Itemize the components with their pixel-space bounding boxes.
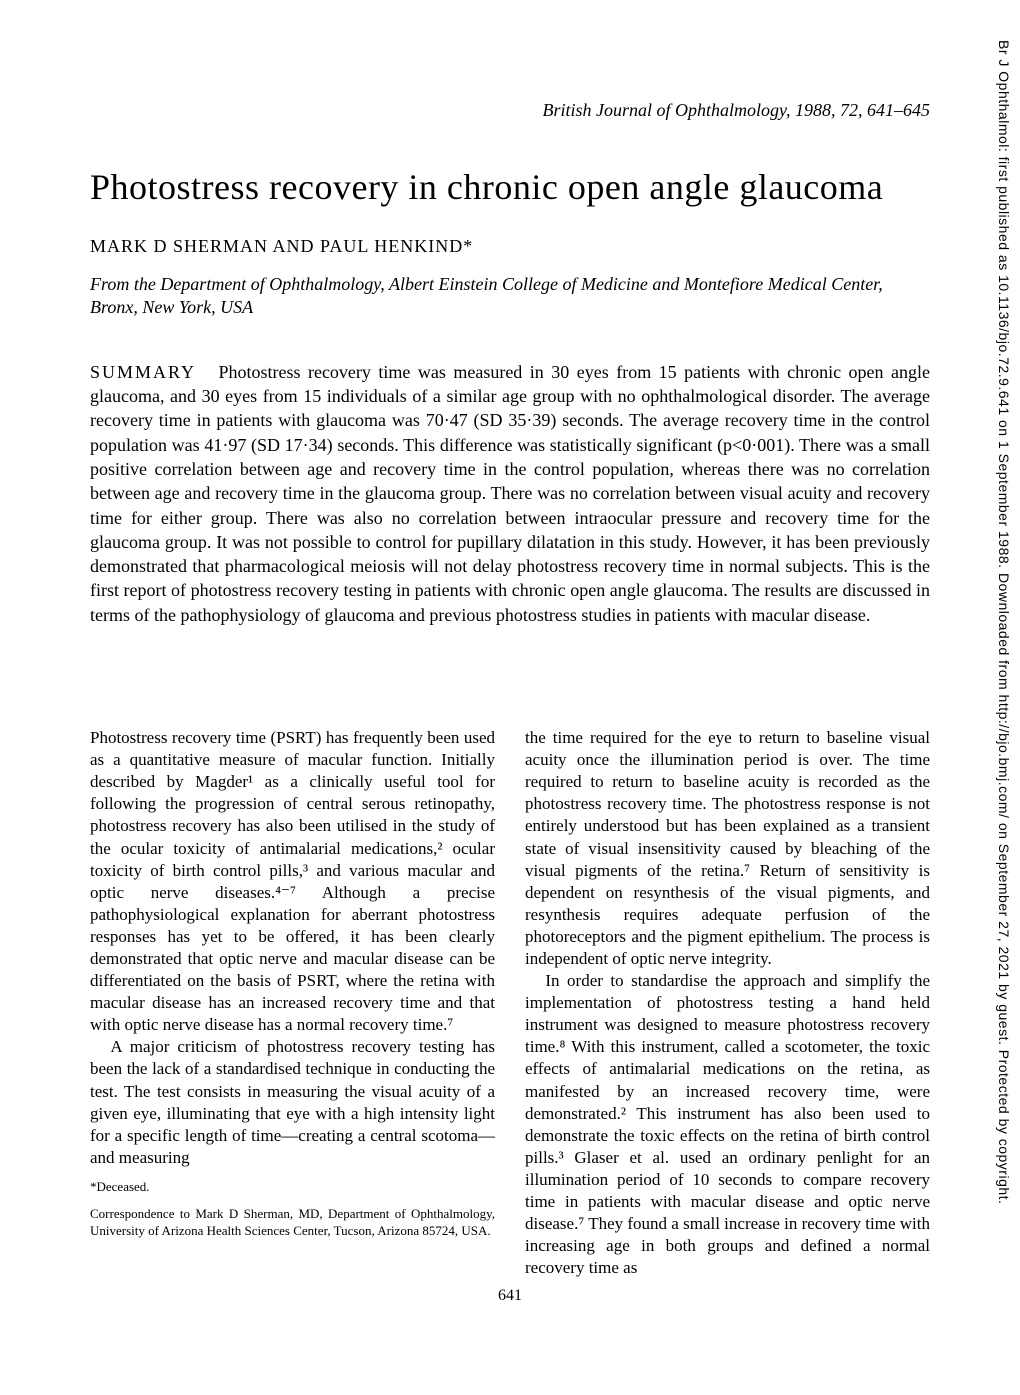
page-number: 641 xyxy=(90,1287,930,1305)
summary-block: SUMMARY Photostress recovery time was me… xyxy=(90,360,930,627)
summary-text: Photostress recovery time was measured i… xyxy=(90,362,930,625)
journal-reference: British Journal of Ophthalmology, 1988, … xyxy=(90,100,930,121)
article-title: Photostress recovery in chronic open ang… xyxy=(90,166,930,208)
left-column: Photostress recovery time (PSRT) has fre… xyxy=(90,727,495,1279)
col1-para2: A major criticism of photostress recover… xyxy=(90,1036,495,1169)
summary-label: SUMMARY xyxy=(90,362,196,382)
authors: MARK D SHERMAN AND PAUL HENKIND* xyxy=(90,236,930,257)
affiliation: From the Department of Ophthalmology, Al… xyxy=(90,273,930,320)
footnote-correspondence: Correspondence to Mark D Sherman, MD, De… xyxy=(90,1206,495,1240)
side-watermark: Br J Ophthalmol: first published as 10.1… xyxy=(996,40,1012,1390)
footnote-deceased: *Deceased. xyxy=(90,1179,495,1196)
col2-para1: the time required for the eye to return … xyxy=(525,727,930,970)
page-container: British Journal of Ophthalmology, 1988, … xyxy=(0,0,1020,1345)
col2-para2: In order to standardise the approach and… xyxy=(525,970,930,1279)
body-columns: Photostress recovery time (PSRT) has fre… xyxy=(90,727,930,1279)
col1-para1: Photostress recovery time (PSRT) has fre… xyxy=(90,727,495,1036)
right-column: the time required for the eye to return … xyxy=(525,727,930,1279)
